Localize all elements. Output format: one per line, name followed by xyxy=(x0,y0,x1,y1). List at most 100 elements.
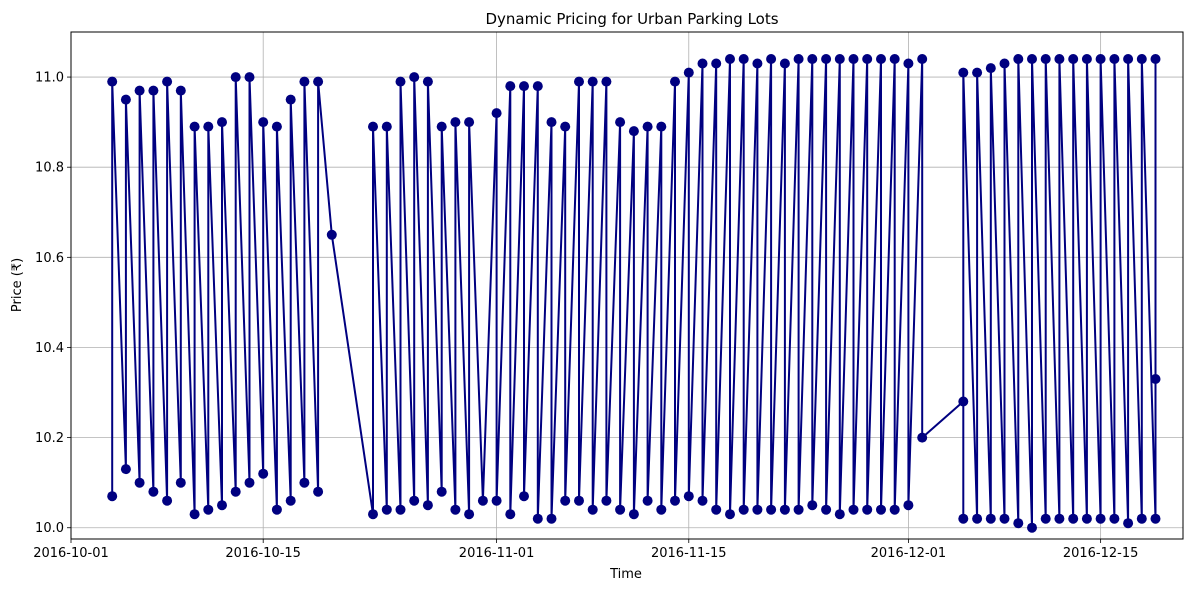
data-point xyxy=(271,504,282,515)
x-tick-label: 2016-11-15 xyxy=(651,546,727,561)
data-point xyxy=(656,121,667,132)
data-point xyxy=(1013,518,1024,529)
data-point xyxy=(1150,54,1161,64)
data-point xyxy=(134,85,145,96)
data-point xyxy=(271,121,282,132)
data-point xyxy=(464,117,475,128)
data-point xyxy=(1068,513,1079,524)
data-point xyxy=(532,513,543,524)
data-point xyxy=(107,76,118,87)
data-point xyxy=(738,504,749,515)
data-point xyxy=(848,54,859,64)
data-point xyxy=(326,229,337,240)
data-point xyxy=(1040,513,1051,524)
data-point xyxy=(175,85,186,96)
y-tick-label: 10.8 xyxy=(35,161,64,176)
data-point xyxy=(1027,54,1037,64)
data-point xyxy=(574,495,584,506)
data-point xyxy=(1013,54,1024,64)
data-point xyxy=(752,58,763,69)
data-point xyxy=(368,121,378,132)
data-point xyxy=(985,513,996,524)
data-point xyxy=(381,121,392,132)
data-point xyxy=(120,94,131,105)
data-point xyxy=(876,504,886,515)
data-point xyxy=(1123,518,1134,529)
data-point xyxy=(656,504,667,515)
data-point xyxy=(313,486,324,497)
data-point xyxy=(107,491,118,502)
data-point xyxy=(958,396,969,407)
data-point xyxy=(1095,513,1106,524)
data-point xyxy=(148,486,159,497)
data-point xyxy=(793,54,804,64)
data-point xyxy=(1054,54,1065,64)
data-point xyxy=(546,117,557,128)
data-point xyxy=(807,500,818,511)
data-point xyxy=(546,513,557,524)
x-tick-label: 2016-10-15 xyxy=(225,546,301,561)
data-point xyxy=(711,58,722,69)
data-point xyxy=(422,500,433,511)
data-point xyxy=(958,67,969,78)
data-point xyxy=(601,76,612,87)
data-point xyxy=(1150,513,1161,524)
data-point xyxy=(422,76,433,87)
data-point xyxy=(1109,54,1120,64)
data-point xyxy=(738,54,749,64)
data-point xyxy=(766,54,777,64)
data-point xyxy=(491,108,502,119)
data-point xyxy=(464,509,475,520)
data-point xyxy=(972,513,983,524)
data-point xyxy=(889,504,900,515)
data-point xyxy=(752,504,763,515)
data-point xyxy=(834,509,845,520)
data-point xyxy=(779,504,790,515)
y-tick-label: 10.0 xyxy=(35,521,64,536)
series-line xyxy=(111,58,1157,529)
data-point xyxy=(120,464,131,475)
data-point xyxy=(779,58,790,69)
data-point xyxy=(574,76,584,87)
data-point xyxy=(313,76,324,87)
data-point xyxy=(189,509,200,520)
data-point xyxy=(862,504,873,515)
data-point xyxy=(793,504,804,515)
data-point xyxy=(683,67,694,78)
data-point xyxy=(477,495,488,506)
data-point xyxy=(436,486,447,497)
data-point xyxy=(1095,54,1106,64)
x-tick-label: 2016-11-01 xyxy=(459,546,535,561)
data-point xyxy=(876,54,886,64)
data-point xyxy=(587,76,598,87)
data-point xyxy=(395,76,406,87)
data-point xyxy=(409,495,420,506)
data-point xyxy=(711,504,722,515)
data-point xyxy=(258,468,269,479)
data-point xyxy=(230,486,241,497)
data-point xyxy=(258,117,269,128)
data-point xyxy=(821,504,832,515)
data-point xyxy=(148,85,159,96)
data-point xyxy=(1136,513,1147,524)
data-point xyxy=(834,54,845,64)
data-point xyxy=(1081,513,1092,524)
data-point xyxy=(560,121,571,132)
data-point xyxy=(1027,522,1037,533)
data-point xyxy=(217,500,227,511)
data-point xyxy=(1054,513,1065,524)
x-tick-label: 2016-10-01 xyxy=(33,546,109,561)
data-point xyxy=(917,432,928,443)
data-point xyxy=(244,477,255,488)
data-point xyxy=(450,504,461,515)
data-point xyxy=(958,513,969,524)
data-point xyxy=(848,504,859,515)
axis-ticks: 2016-10-01 2016-10-15 2016-11-01 2016-11-15… xyxy=(33,71,1138,561)
data-point xyxy=(972,67,983,78)
data-point xyxy=(628,509,639,520)
y-tick-label: 10.4 xyxy=(35,341,64,356)
data-point xyxy=(683,491,694,502)
data-point xyxy=(217,117,227,128)
data-point xyxy=(395,504,406,515)
data-point xyxy=(203,121,214,132)
